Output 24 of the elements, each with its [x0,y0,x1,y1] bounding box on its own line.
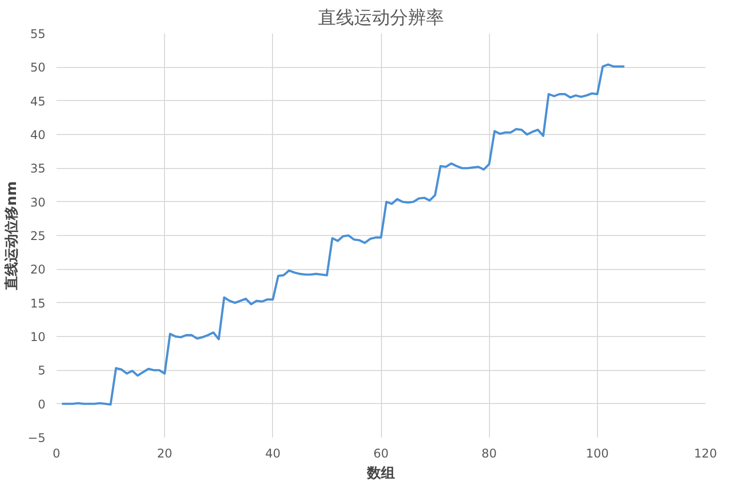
y-tick-label: 45 [30,94,46,108]
x-tick-label: 80 [482,446,497,460]
x-tick-label: 0 [52,446,60,460]
y-tick-label: 0 [38,397,46,412]
chart-title: 直线运动分辨率 [318,8,444,28]
x-tick-label: 120 [694,446,717,460]
y-tick-label: 20 [30,262,46,277]
y-tick-label: 50 [30,60,46,75]
y-tick-label: −5 [28,431,46,445]
y-tick-label: 25 [30,229,46,243]
y-tick-label: 35 [30,162,46,176]
y-tick-label: 30 [30,195,46,210]
y-tick-label: 10 [30,330,46,344]
x-tick-label: 60 [373,446,389,460]
y-tick-label: 40 [30,128,46,142]
x-tick-label: 40 [265,446,280,460]
y-tick-label: 15 [30,296,46,310]
line-series [60,63,626,406]
x-tick-label: 100 [586,446,609,460]
x-tick-label: 20 [157,446,172,460]
y-axis-title: 直线运动位移nm [4,181,20,291]
x-axis-title: 数组 [366,466,395,482]
y-tick-label: 55 [30,27,46,41]
y-tick-label: 5 [38,364,46,378]
